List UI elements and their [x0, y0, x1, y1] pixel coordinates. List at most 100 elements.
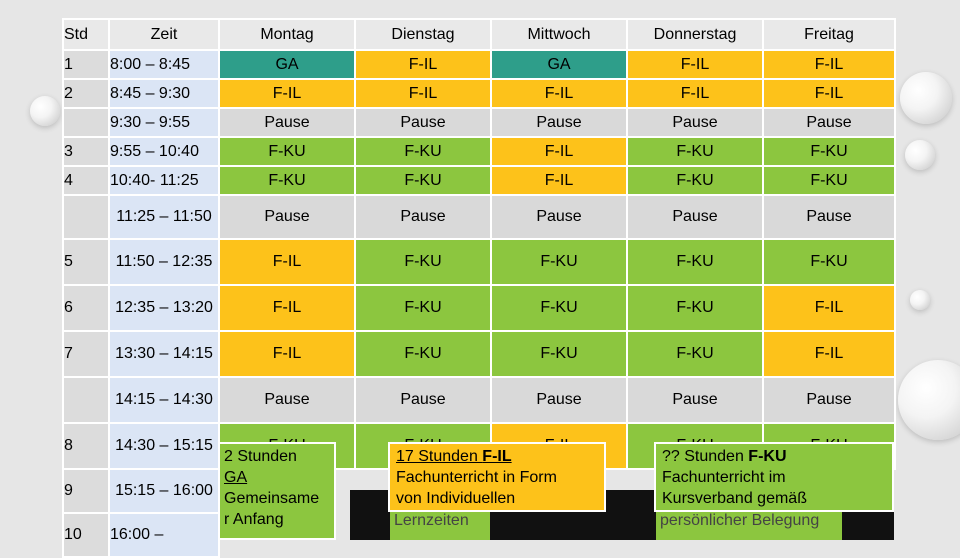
lesson-cell: F-KU — [218, 165, 356, 196]
table-row: 5 11:50 – 12:35 F-IL F-KU F-KU F-KU F-KU — [62, 238, 896, 286]
lesson-cell: F-KU — [490, 284, 628, 332]
lesson-cell: F-KU — [218, 136, 356, 167]
table-row: 3 9:55 – 10:40 F-KU F-KU F-IL F-KU F-KU — [62, 136, 896, 167]
lesson-cell: Pause — [490, 107, 628, 138]
lesson-cell: Pause — [218, 107, 356, 138]
lesson-cell: F-KU — [354, 136, 492, 167]
column-header-std: Std — [62, 18, 110, 51]
period-time: 11:25 – 11:50 — [108, 194, 220, 240]
period-time: 12:35 – 13:20 — [108, 284, 220, 332]
lesson-cell: Pause — [354, 107, 492, 138]
period-time: 8:45 – 9:30 — [108, 78, 220, 109]
lesson-cell: F-IL — [218, 78, 356, 109]
lesson-cell: F-KU — [762, 136, 896, 167]
lesson-cell: F-IL — [626, 78, 764, 109]
lesson-cell: F-KU — [626, 165, 764, 196]
period-time: 16:00 – — [108, 512, 220, 558]
column-header-mittwoch: Mittwoch — [490, 18, 628, 51]
water-drop-decoration — [898, 360, 960, 440]
lesson-cell: F-KU — [354, 165, 492, 196]
period-number: 5 — [62, 238, 110, 286]
period-number: 6 — [62, 284, 110, 332]
lesson-cell: Pause — [490, 376, 628, 424]
column-header-montag: Montag — [218, 18, 356, 51]
period-time: 14:15 – 14:30 — [108, 376, 220, 424]
table-header-row: Std Zeit Montag Dienstag Mittwoch Donner… — [62, 18, 896, 51]
table-row: 9:30 – 9:55 Pause Pause Pause Pause Pause — [62, 107, 896, 138]
table-row: 6 12:35 – 13:20 F-IL F-KU F-KU F-KU F-IL — [62, 284, 896, 332]
note-fku-line: Fachunterricht im — [662, 469, 786, 486]
period-number: 2 — [62, 78, 110, 109]
table-row: 1 8:00 – 8:45 GA F-IL GA F-IL F-IL — [62, 49, 896, 80]
lesson-cell: F-KU — [762, 238, 896, 286]
period-number — [62, 376, 110, 424]
lesson-cell: Pause — [626, 107, 764, 138]
lesson-cell: F-KU — [490, 238, 628, 286]
period-number: 8 — [62, 422, 110, 470]
lesson-cell: F-IL — [218, 284, 356, 332]
lesson-cell: F-IL — [490, 136, 628, 167]
period-time: 14:30 – 15:15 — [108, 422, 220, 470]
note-fil: 17 Stunden F-IL Fachunterricht in Form v… — [388, 442, 606, 512]
lesson-cell: Pause — [218, 194, 356, 240]
lesson-cell: F-IL — [218, 330, 356, 378]
column-header-freitag: Freitag — [762, 18, 896, 51]
lesson-cell: GA — [490, 49, 628, 80]
lesson-cell: Pause — [762, 194, 896, 240]
note-ga-line: Gemeinsame — [224, 490, 320, 507]
period-time: 9:30 – 9:55 — [108, 107, 220, 138]
table-row: 9 15:15 – 16:00 — [62, 468, 895, 514]
note-fku-line: Kursverband gemäß — [662, 490, 807, 507]
note-fku: ?? Stunden F-KU Fachunterricht im Kursve… — [654, 442, 894, 512]
note-fku-tail: persönlicher Belegung — [656, 512, 842, 540]
note-ga: 2 Stunden GA Gemeinsame r Anfang — [218, 442, 336, 540]
period-number: 4 — [62, 165, 110, 196]
period-number: 10 — [62, 512, 110, 558]
lesson-cell: F-KU — [626, 330, 764, 378]
note-fil-line: von Individuellen — [396, 490, 516, 507]
water-drop-decoration — [905, 140, 935, 170]
note-fku-line: ?? Stunden — [662, 448, 749, 465]
period-time: 10:40- 11:25 — [108, 165, 220, 196]
water-drop-decoration — [910, 290, 930, 310]
note-ga-line: r Anfang — [224, 511, 284, 528]
period-number — [62, 107, 110, 138]
period-time: 13:30 – 14:15 — [108, 330, 220, 378]
lesson-cell: Pause — [626, 194, 764, 240]
lesson-cell: F-KU — [626, 284, 764, 332]
lesson-cell: F-IL — [762, 49, 896, 80]
period-number: 9 — [62, 468, 110, 514]
lesson-cell: Pause — [354, 194, 492, 240]
lesson-cell: F-IL — [762, 78, 896, 109]
lesson-cell: Pause — [354, 376, 492, 424]
lesson-cell: F-KU — [762, 165, 896, 196]
water-drop-decoration — [900, 72, 952, 124]
note-fku-code: F-KU — [748, 448, 787, 465]
period-number: 3 — [62, 136, 110, 167]
note-fil-code: F-IL — [482, 448, 512, 465]
lesson-cell: Pause — [762, 107, 896, 138]
lesson-cell: F-IL — [490, 78, 628, 109]
lesson-cell: F-KU — [354, 330, 492, 378]
period-time: 11:50 – 12:35 — [108, 238, 220, 286]
lesson-cell: Pause — [762, 376, 896, 424]
note-fil-tail: Lernzeiten — [390, 512, 490, 540]
period-number — [62, 194, 110, 240]
table-row: 2 8:45 – 9:30 F-IL F-IL F-IL F-IL F-IL — [62, 78, 896, 109]
lesson-cell: F-IL — [218, 238, 356, 286]
period-number: 1 — [62, 49, 110, 80]
water-drop-decoration — [30, 96, 60, 126]
lesson-cell: Pause — [626, 376, 764, 424]
lesson-cell: F-KU — [354, 238, 492, 286]
period-time: 9:55 – 10:40 — [108, 136, 220, 167]
lesson-cell: F-IL — [762, 330, 896, 378]
note-fil-line: Fachunterricht in Form — [396, 469, 557, 486]
lesson-cell: Pause — [218, 376, 356, 424]
lesson-cell: Pause — [490, 194, 628, 240]
lesson-cell: F-IL — [490, 165, 628, 196]
lesson-cell: F-IL — [354, 49, 492, 80]
table-row: 11:25 – 11:50 Pause Pause Pause Pause Pause — [62, 194, 896, 240]
lesson-cell: F-IL — [354, 78, 492, 109]
lesson-cell: F-IL — [762, 284, 896, 332]
lesson-cell: GA — [218, 49, 356, 80]
